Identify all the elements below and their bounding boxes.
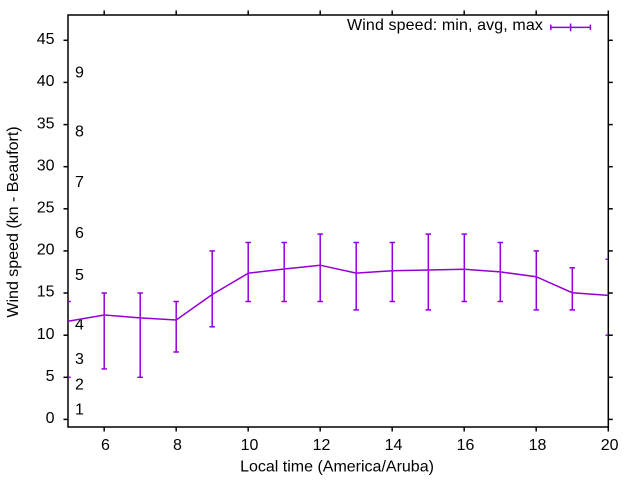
svg-text:35: 35 — [37, 115, 55, 132]
svg-text:6: 6 — [75, 225, 84, 242]
svg-text:Wind speed: min, avg, max: Wind speed: min, avg, max — [347, 17, 543, 34]
svg-text:45: 45 — [37, 31, 55, 48]
svg-text:20: 20 — [601, 437, 619, 454]
svg-text:16: 16 — [457, 437, 475, 454]
svg-text:7: 7 — [75, 174, 84, 191]
svg-text:1: 1 — [75, 402, 84, 419]
svg-text:12: 12 — [313, 437, 331, 454]
svg-text:6: 6 — [101, 437, 110, 454]
svg-text:Wind speed (kn - Beaufort): Wind speed (kn - Beaufort) — [5, 126, 22, 317]
svg-text:2: 2 — [75, 376, 84, 393]
svg-text:8: 8 — [75, 124, 84, 141]
svg-text:Local time (America/Aruba): Local time (America/Aruba) — [240, 459, 434, 476]
svg-text:0: 0 — [46, 410, 55, 427]
svg-text:3: 3 — [75, 351, 84, 368]
svg-text:5: 5 — [46, 368, 55, 385]
svg-text:8: 8 — [173, 437, 182, 454]
svg-text:10: 10 — [37, 326, 55, 343]
svg-text:40: 40 — [37, 73, 55, 90]
svg-text:9: 9 — [75, 65, 84, 82]
svg-text:5: 5 — [75, 267, 84, 284]
svg-text:25: 25 — [37, 200, 55, 217]
svg-text:18: 18 — [529, 437, 547, 454]
svg-text:14: 14 — [385, 437, 403, 454]
svg-text:15: 15 — [37, 284, 55, 301]
svg-text:4: 4 — [75, 317, 84, 334]
svg-text:10: 10 — [241, 437, 259, 454]
svg-text:30: 30 — [37, 157, 55, 174]
svg-text:20: 20 — [37, 242, 55, 259]
